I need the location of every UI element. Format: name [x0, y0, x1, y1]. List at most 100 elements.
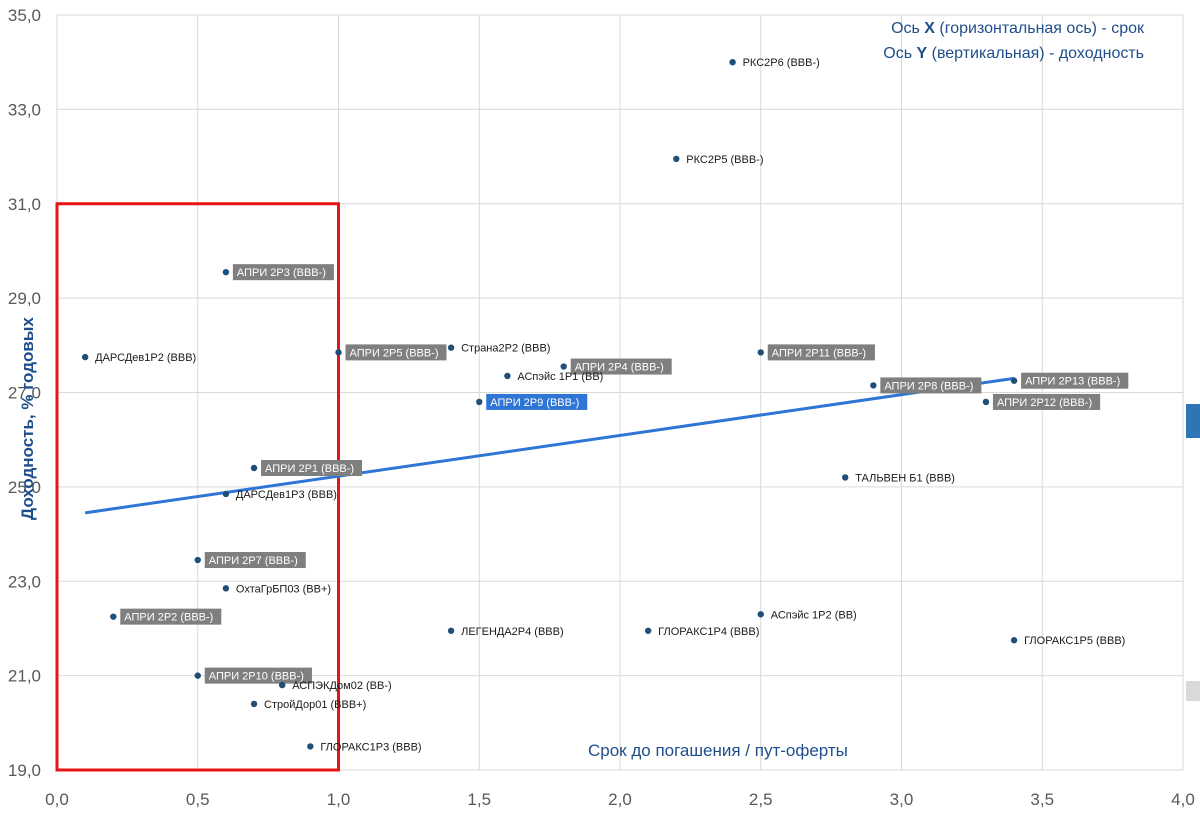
point-marker	[110, 613, 117, 620]
data-point: АПРИ 2Р10 (BBB-)	[194, 667, 312, 684]
trendline-group	[84, 376, 1015, 515]
y-axis-title: Доходность, % годовых	[18, 317, 37, 520]
point-label-box	[1021, 372, 1129, 389]
x-tick-label: 1,5	[467, 790, 491, 809]
point-label: АПРИ 2Р10 (BBB-)	[209, 671, 304, 683]
point-label: СтройДор01 (BBB+)	[264, 699, 366, 711]
data-point: Страна2Р2 (BBB)	[447, 343, 550, 355]
point-label: ГЛОРАКС1Р4 (BBB)	[658, 626, 759, 638]
point-label: ЛЕГЕНДА2Р4 (BBB)	[461, 626, 564, 638]
point-label: ТАЛЬВЕН Б1 (BBB)	[855, 472, 955, 484]
x-tick-label: 0,5	[186, 790, 210, 809]
point-marker	[757, 611, 764, 618]
point-label-box	[204, 552, 306, 569]
point-label: ОхтаГрБП03 (BB+)	[236, 583, 331, 595]
data-point: ОхтаГрБП03 (BB+)	[222, 583, 331, 595]
y-tick-label: 27,0	[8, 384, 41, 403]
data-point: АПРИ 2Р4 (BBB-)	[560, 358, 672, 375]
data-point: ДАРСДев1Р2 (BBB)	[81, 352, 196, 364]
point-label: Страна2Р2 (BBB)	[461, 343, 550, 355]
point-marker	[560, 363, 567, 370]
point-marker	[250, 464, 258, 472]
data-point: СтройДор01 (BBB+)	[250, 699, 366, 711]
y-tick-labels: 19,0 21,0 23,0 25,0 27,0 29,0 31,0 33,0 35,0	[8, 6, 41, 780]
data-point: АПРИ 2Р1 (BBB-)	[250, 460, 363, 476]
point-marker	[673, 155, 680, 163]
y-tick-label: 29,0	[8, 289, 41, 308]
point-label: АПРИ 2Р1 (BBB-)	[265, 463, 354, 475]
point-label: АПРИ 2Р13 (BBB-)	[1025, 376, 1120, 388]
data-point: РКС2Р5 (BBB-)	[673, 154, 764, 166]
point-marker	[335, 349, 342, 356]
point-marker	[1010, 377, 1018, 384]
data-point: АПРИ 2Р13 (BBB-)	[1010, 372, 1129, 389]
data-points: РКС2Р6 (BBB-) РКС2Р5 (BBB-) АПРИ 2Р3 (BBB-…	[81, 57, 1129, 753]
data-point: ТАЛЬВЕН Б1 (BBB)	[842, 472, 955, 484]
x-tick-label: 3,5	[1030, 790, 1054, 809]
data-point: АПРИ 2Р3 (BBB-)	[222, 264, 334, 281]
point-marker	[476, 398, 483, 406]
point-marker	[222, 268, 230, 276]
point-label: ГЛОРАКС1Р3 (BBB)	[320, 741, 421, 753]
data-point: АПРИ 2Р5 (BBB-)	[335, 344, 447, 361]
point-label: АСПЭКДом02 (BB-)	[292, 680, 391, 692]
point-label-box	[232, 264, 334, 281]
point-label: АПРИ 2Р2 (BBB-)	[124, 612, 213, 624]
point-marker	[982, 398, 990, 406]
point-label-box	[345, 344, 447, 361]
data-point: ЛЕГЕНДА2Р4 (BBB)	[447, 626, 564, 638]
point-label: ДАРСДев1Р2 (BBB)	[95, 352, 196, 364]
data-point: ГЛОРАКС1Р4 (BBB)	[644, 626, 759, 638]
data-point: АПРИ 2Р9 (BBB-)	[476, 393, 588, 410]
point-label: АСпэйс 1Р1 (BB)	[517, 371, 603, 383]
point-marker	[1010, 637, 1018, 644]
point-label: АПРИ 2Р3 (BBB-)	[237, 267, 326, 279]
point-label: РКС2Р6 (BBB-)	[743, 57, 820, 69]
point-marker	[279, 681, 286, 689]
highlight-box	[55, 202, 340, 772]
x-tick-label: 3,0	[890, 790, 914, 809]
x-tick-label: 2,0	[608, 790, 632, 809]
point-label-box	[570, 358, 672, 375]
point-label: РКС2Р5 (BBB-)	[686, 154, 763, 166]
legend-note-line-1: Ось X (горизонтальная ось) - срок	[891, 20, 1144, 38]
legend-note-line-2: Ось Y (вертикальная) - доходность	[883, 45, 1144, 63]
point-label-box	[204, 667, 312, 684]
point-marker	[757, 349, 764, 356]
highlight-box-group	[55, 202, 340, 772]
data-point: ГЛОРАКС1Р3 (BBB)	[307, 741, 422, 753]
x-tick-labels: 0,0 0,5 1,0 1,5 2,0 2,5 3,0 3,5 4,0	[45, 790, 1195, 809]
y-tick-label: 21,0	[8, 667, 41, 686]
data-point: РКС2Р6 (BBB-)	[729, 57, 820, 69]
legend-note-line-1-post: (горизонтальная ось) - срок	[934, 20, 1144, 37]
data-point: АСпэйс 1Р2 (BB)	[757, 609, 857, 621]
y-tick-label: 23,0	[8, 572, 41, 591]
data-point: АПРИ 2Р2 (BBB-)	[110, 608, 222, 625]
legend-note-line-1-axis: X	[924, 20, 935, 37]
point-marker	[729, 58, 736, 66]
data-point: АСПЭКДом02 (BB-)	[279, 680, 392, 692]
legend-note-line-2-post: (вертикальная) - доходность	[927, 45, 1144, 62]
point-marker	[250, 700, 258, 708]
data-point: АПРИ 2Р11 (BBB-)	[757, 344, 875, 361]
y-tick-label: 35,0	[8, 6, 41, 25]
point-marker	[222, 490, 230, 498]
point-marker	[222, 585, 230, 592]
data-point: ДАРСДев1Р3 (BBB)	[222, 489, 337, 501]
legend-note-line-2-axis: Y	[916, 45, 928, 62]
edge-scroll-tab-secondary[interactable]	[1186, 681, 1200, 701]
point-label: ГЛОРАКС1Р5 (BBB)	[1024, 635, 1125, 647]
data-point: АПРИ 2Р7 (BBB-)	[194, 552, 306, 569]
point-label: АПРИ 2Р4 (BBB-)	[575, 362, 664, 374]
point-label-box	[880, 377, 982, 394]
point-label: АПРИ 2Р9 (BBB-)	[490, 397, 579, 409]
x-tick-label: 4,0	[1171, 790, 1195, 809]
data-point: АСпэйс 1Р1 (BB)	[504, 371, 603, 383]
data-point: АПРИ 2Р12 (BBB-)	[982, 393, 1101, 410]
point-label: ДАРСДев1Р3 (BBB)	[236, 489, 337, 501]
point-label-box	[261, 460, 363, 476]
y-tick-label: 19,0	[8, 761, 41, 780]
edge-scroll-tab[interactable]	[1186, 404, 1200, 438]
point-marker	[842, 474, 849, 481]
